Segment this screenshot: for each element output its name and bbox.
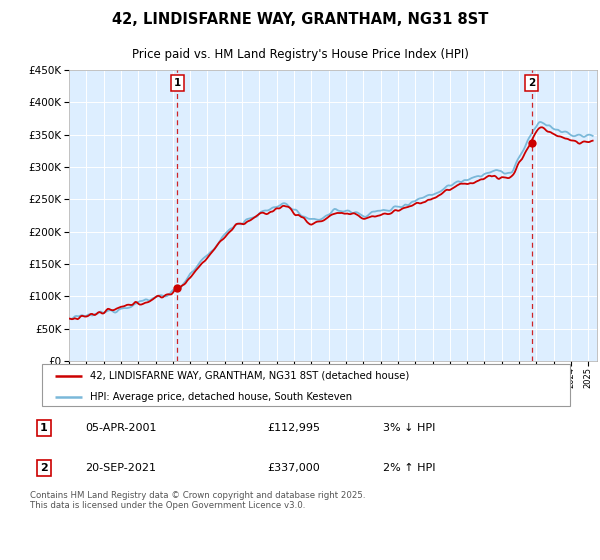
Text: 42, LINDISFARNE WAY, GRANTHAM, NG31 8ST (detached house): 42, LINDISFARNE WAY, GRANTHAM, NG31 8ST … (89, 371, 409, 381)
Text: 2: 2 (528, 78, 535, 88)
Text: 2: 2 (40, 463, 47, 473)
FancyBboxPatch shape (42, 364, 570, 406)
Text: 1: 1 (40, 423, 47, 433)
Text: 20-SEP-2021: 20-SEP-2021 (85, 463, 156, 473)
Text: £112,995: £112,995 (268, 423, 320, 433)
Text: HPI: Average price, detached house, South Kesteven: HPI: Average price, detached house, Sout… (89, 392, 352, 402)
Text: Contains HM Land Registry data © Crown copyright and database right 2025.
This d: Contains HM Land Registry data © Crown c… (30, 491, 365, 510)
Text: Price paid vs. HM Land Registry's House Price Index (HPI): Price paid vs. HM Land Registry's House … (131, 48, 469, 61)
Text: £337,000: £337,000 (268, 463, 320, 473)
Text: 2% ↑ HPI: 2% ↑ HPI (383, 463, 436, 473)
Text: 05-APR-2001: 05-APR-2001 (85, 423, 157, 433)
Text: 42, LINDISFARNE WAY, GRANTHAM, NG31 8ST: 42, LINDISFARNE WAY, GRANTHAM, NG31 8ST (112, 12, 488, 27)
Text: 3% ↓ HPI: 3% ↓ HPI (383, 423, 436, 433)
Text: 1: 1 (174, 78, 181, 88)
